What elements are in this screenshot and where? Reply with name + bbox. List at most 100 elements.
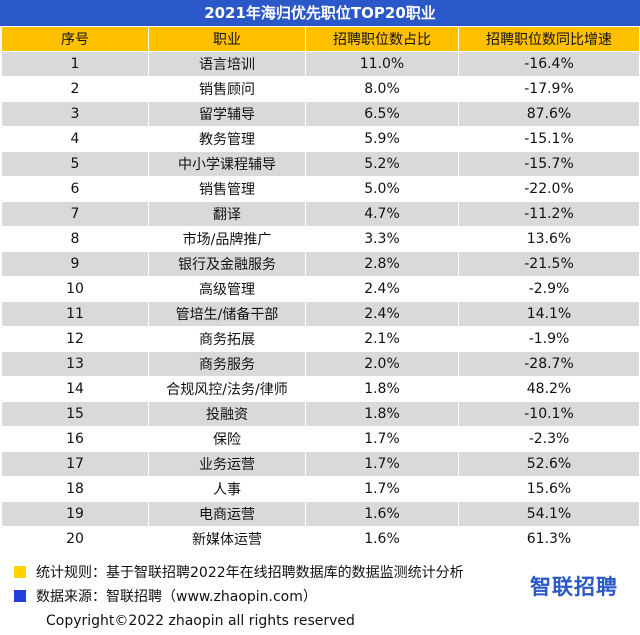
- header-job: 职业: [148, 26, 306, 52]
- table-row: 19 电商运营 1.6% 54.1%: [1, 501, 640, 527]
- cell-job: 银行及金融服务: [148, 251, 306, 277]
- cell-job: 销售顾问: [148, 76, 306, 102]
- cell-share: 2.1%: [305, 326, 459, 352]
- cell-share: 1.8%: [305, 376, 459, 402]
- cell-growth: -15.7%: [458, 151, 640, 177]
- cell-share: 5.0%: [305, 176, 459, 202]
- cell-share: 4.7%: [305, 201, 459, 227]
- table-row: 14 合规风控/法务/律师 1.8% 48.2%: [1, 376, 640, 402]
- table-row: 6 销售管理 5.0% -22.0%: [1, 176, 640, 202]
- table-row: 15 投融资 1.8% -10.1%: [1, 401, 640, 427]
- cell-share: 6.5%: [305, 101, 459, 127]
- cell-job: 语言培训: [148, 51, 306, 77]
- zhaopin-logo: 智联招聘: [530, 575, 618, 599]
- cell-job: 中小学课程辅导: [148, 151, 306, 177]
- cell-job: 留学辅导: [148, 101, 306, 127]
- cell-job: 商务拓展: [148, 326, 306, 352]
- cell-growth: 48.2%: [458, 376, 640, 402]
- cell-growth: -15.1%: [458, 126, 640, 152]
- cell-share: 11.0%: [305, 51, 459, 77]
- table-row: 5 中小学课程辅导 5.2% -15.7%: [1, 151, 640, 177]
- cell-growth: -2.9%: [458, 276, 640, 302]
- cell-growth: 87.6%: [458, 101, 640, 127]
- cell-index: 14: [1, 376, 149, 402]
- header-share: 招聘职位数占比: [305, 26, 459, 52]
- cell-share: 1.6%: [305, 526, 459, 552]
- cell-share: 2.8%: [305, 251, 459, 277]
- table-row: 13 商务服务 2.0% -28.7%: [1, 351, 640, 377]
- table-row: 11 管培生/储备干部 2.4% 14.1%: [1, 301, 640, 327]
- cell-job: 业务运营: [148, 451, 306, 477]
- cell-index: 16: [1, 426, 149, 452]
- cell-growth: -17.9%: [458, 76, 640, 102]
- cell-job: 管培生/储备干部: [148, 301, 306, 327]
- cell-index: 17: [1, 451, 149, 477]
- cell-job: 商务服务: [148, 351, 306, 377]
- cell-job: 市场/品牌推广: [148, 226, 306, 252]
- cell-index: 13: [1, 351, 149, 377]
- cell-job: 新媒体运营: [148, 526, 306, 552]
- cell-index: 20: [1, 526, 149, 552]
- cell-index: 5: [1, 151, 149, 177]
- cell-job: 投融资: [148, 401, 306, 427]
- cell-job: 高级管理: [148, 276, 306, 302]
- cell-share: 8.0%: [305, 76, 459, 102]
- cell-index: 9: [1, 251, 149, 277]
- cell-index: 19: [1, 501, 149, 527]
- cell-growth: -22.0%: [458, 176, 640, 202]
- table-row: 17 业务运营 1.7% 52.6%: [1, 451, 640, 477]
- cell-growth: -21.5%: [458, 251, 640, 277]
- cell-share: 2.4%: [305, 301, 459, 327]
- table-row: 12 商务拓展 2.1% -1.9%: [1, 326, 640, 352]
- table-row: 10 高级管理 2.4% -2.9%: [1, 276, 640, 302]
- table-row: 9 银行及金融服务 2.8% -21.5%: [1, 251, 640, 277]
- cell-index: 10: [1, 276, 149, 302]
- note-rule-text: 统计规则：基于智联招聘2022年在线招聘数据库的数据监测统计分析: [36, 565, 464, 581]
- cell-share: 5.9%: [305, 126, 459, 152]
- table-title: 2021年海归优先职位TOP20职业: [0, 0, 640, 26]
- cell-job: 保险: [148, 426, 306, 452]
- cell-growth: -2.3%: [458, 426, 640, 452]
- cell-share: 1.7%: [305, 451, 459, 477]
- cell-share: 2.4%: [305, 276, 459, 302]
- cell-job: 电商运营: [148, 501, 306, 527]
- cell-index: 7: [1, 201, 149, 227]
- table-row: 16 保险 1.7% -2.3%: [1, 426, 640, 452]
- note-source: 数据来源：智联招聘（www.zhaopin.com）: [14, 585, 317, 607]
- yellow-square-icon: [14, 566, 26, 578]
- cell-job: 人事: [148, 476, 306, 502]
- blue-square-icon: [14, 590, 26, 602]
- cell-job: 教务管理: [148, 126, 306, 152]
- cell-index: 18: [1, 476, 149, 502]
- cell-growth: -10.1%: [458, 401, 640, 427]
- table-row: 3 留学辅导 6.5% 87.6%: [1, 101, 640, 127]
- cell-share: 3.3%: [305, 226, 459, 252]
- cell-growth: -11.2%: [458, 201, 640, 227]
- table-row: 4 教务管理 5.9% -15.1%: [1, 126, 640, 152]
- cell-job: 销售管理: [148, 176, 306, 202]
- cell-share: 1.8%: [305, 401, 459, 427]
- note-rule: 统计规则：基于智联招聘2022年在线招聘数据库的数据监测统计分析: [14, 561, 464, 583]
- cell-index: 11: [1, 301, 149, 327]
- cell-growth: -28.7%: [458, 351, 640, 377]
- cell-job: 翻译: [148, 201, 306, 227]
- cell-index: 2: [1, 76, 149, 102]
- header-growth: 招聘职位数同比增速: [458, 26, 640, 52]
- cell-share: 1.6%: [305, 501, 459, 527]
- table-row: 8 市场/品牌推广 3.3% 13.6%: [1, 226, 640, 252]
- cell-growth: -16.4%: [458, 51, 640, 77]
- top20-jobs-table: 序号 职业 招聘职位数占比 招聘职位数同比增速 1 语言培训 11.0% -16.4%…: [1, 26, 640, 552]
- table-row: 18 人事 1.7% 15.6%: [1, 476, 640, 502]
- table-row: 7 翻译 4.7% -11.2%: [1, 201, 640, 227]
- table-row: 1 语言培训 11.0% -16.4%: [1, 51, 640, 77]
- copyright: Copyright©2022 zhaopin all rights reserv…: [46, 613, 355, 629]
- table-row: 20 新媒体运营 1.6% 61.3%: [1, 526, 640, 552]
- cell-job: 合规风控/法务/律师: [148, 376, 306, 402]
- cell-index: 8: [1, 226, 149, 252]
- cell-growth: 15.6%: [458, 476, 640, 502]
- cell-growth: 52.6%: [458, 451, 640, 477]
- table-header-row: 序号 职业 招聘职位数占比 招聘职位数同比增速: [1, 26, 640, 52]
- cell-growth: 61.3%: [458, 526, 640, 552]
- cell-share: 2.0%: [305, 351, 459, 377]
- cell-growth: 13.6%: [458, 226, 640, 252]
